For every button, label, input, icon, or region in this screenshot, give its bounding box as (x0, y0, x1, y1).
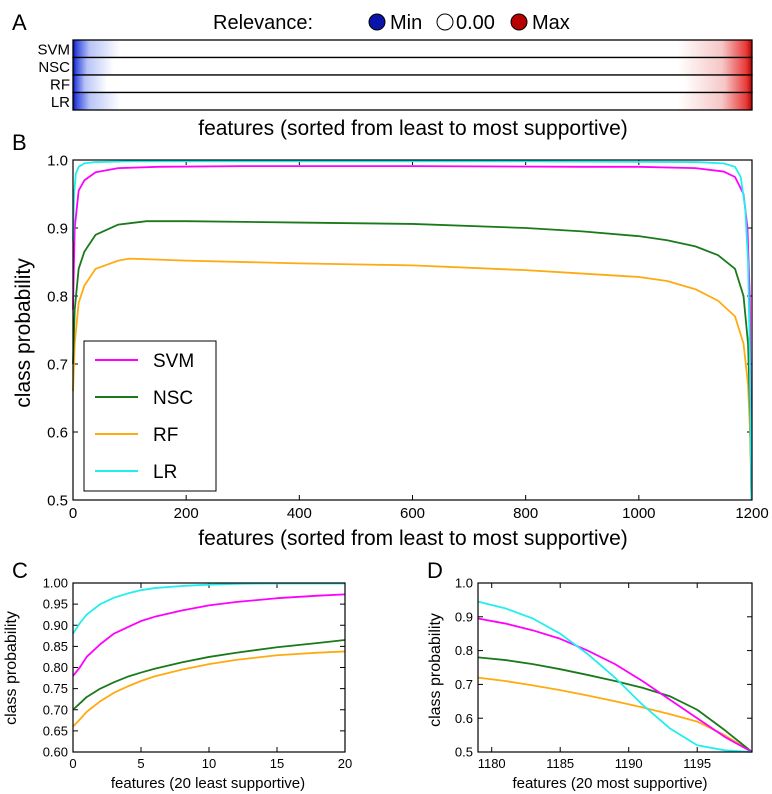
heatmap-row-rf (72, 74, 753, 94)
panel-label-d: D (427, 558, 443, 583)
heatmap-x-label: features (sorted from least to most supp… (198, 117, 628, 140)
chartC-ytick-label: 1.00 (43, 576, 68, 591)
chartB-xtick-label: 200 (174, 505, 199, 522)
chartC-ytick-label: 0.70 (43, 702, 68, 717)
heatmap-row-nsc (72, 56, 753, 76)
chartC-series-svm (72, 593, 346, 677)
chartD-series-rf (477, 676, 753, 753)
chartB-ytick-label: 0.5 (47, 492, 68, 509)
chartB-series-rf (72, 257, 753, 501)
chartC-xtick-label: 0 (69, 756, 76, 771)
legend-min-label: Min (390, 12, 422, 34)
chartB-series-nsc (72, 220, 753, 501)
legend-label-rf: RF (153, 425, 178, 446)
chart-b-y-label: class probability (12, 258, 35, 408)
legend-label-svm: SVM (153, 351, 194, 372)
panel-label-a: A (12, 10, 27, 35)
chartB-xtick-label: 400 (287, 505, 312, 522)
legend-min-marker (368, 13, 386, 31)
chartB-ytick-label: 1.0 (47, 152, 68, 169)
legend-label-lr: LR (153, 462, 177, 483)
legend-max-marker (510, 13, 528, 31)
chartC-frame (72, 582, 346, 753)
heatmap-row-label-svm: SVM (37, 42, 70, 59)
heatmap-row-lr (72, 91, 753, 111)
panel-label-c: C (12, 558, 28, 583)
chart-b: 0 200 400 600 800 1000 1200 0.5 0.6 0.7 0.8 0.9 1.0 (47, 152, 769, 522)
heatmap-row-svm (72, 39, 753, 59)
chartD-ytick-label: 0.5 (455, 745, 473, 760)
chart-c-y-label: class probability (3, 611, 20, 725)
chart-c-x-label: features (20 least supportive) (111, 775, 305, 792)
chartB-series-lr (72, 160, 753, 501)
chartD-series-lr (477, 600, 753, 753)
chartD-xtick-label: 1190 (615, 756, 643, 771)
heatmap-row-label-nsc: NSC (38, 59, 70, 76)
chartC-ytick-label: 0.85 (43, 639, 68, 654)
panel-label-b: B (12, 130, 27, 155)
chartD-xtick-label: 1180 (478, 756, 506, 771)
chartD-ytick-label: 0.6 (455, 711, 473, 726)
chart-d-x-label: features (20 most supportive) (512, 775, 707, 792)
chartC-series-rf (72, 650, 346, 728)
heatmap-row-label-rf: RF (50, 77, 70, 94)
chartC-ytick-label: 0.90 (43, 618, 68, 633)
chartD-ytick-label: 0.9 (455, 609, 473, 624)
chartD-xtick-label: 1195 (683, 756, 711, 771)
chartB-xtick-label: 0 (69, 505, 77, 522)
chartB-ytick-label: 0.6 (47, 424, 68, 441)
legend-zero-label: 0.00 (456, 12, 495, 34)
chartB-ytick-label: 0.8 (47, 288, 68, 305)
chartC-ytick-label: 0.60 (43, 745, 68, 760)
legend-zero-marker (436, 13, 454, 31)
chartB-frame (72, 159, 753, 501)
chartD-ytick-label: 1.0 (455, 576, 473, 591)
chartC-ytick-label: 0.80 (43, 660, 68, 675)
chartC-series-nsc (72, 639, 346, 711)
chartD-series-svm (477, 617, 753, 753)
chartC-ytick-label: 0.65 (43, 723, 68, 738)
chart-b-legend: SVM NSC RF LR (83, 340, 217, 492)
chartB-xtick-label: 800 (513, 505, 538, 522)
chartC-series-lr (72, 582, 345, 635)
chart-c: 0 5 10 15 20 0.60 0.65 0.70 0.75 0.80 0.85 0.90 0.95… (43, 576, 353, 771)
legend-max-label: Max (532, 12, 570, 34)
chartC-xtick-label: 20 (338, 756, 352, 771)
chartC-xtick-label: 15 (270, 756, 284, 771)
chart-d: 1180 1185 1190 1195 0.5 0.6 0.7 0.8 0.9 1.0 (455, 576, 753, 771)
chartD-ytick-label: 0.8 (455, 643, 473, 658)
chartC-ytick-label: 0.95 (43, 597, 68, 612)
chartD-series-nsc (477, 656, 753, 753)
chartB-xtick-label: 600 (400, 505, 425, 522)
chartD-frame (477, 582, 753, 753)
chartB-xtick-label: 1200 (735, 505, 768, 522)
chartC-xtick-label: 10 (202, 756, 216, 771)
chartC-xtick-label: 5 (137, 756, 144, 771)
legend-label-nsc: NSC (153, 388, 193, 409)
chart-d-y-label: class probability (427, 613, 444, 727)
chartD-ytick-label: 0.7 (455, 677, 473, 692)
chartB-xtick-label: 1000 (622, 505, 655, 522)
heatmap-row-label-lr: LR (51, 94, 70, 111)
chartD-xtick-label: 1185 (546, 756, 574, 771)
chartB-ytick-label: 0.9 (47, 220, 68, 237)
chartC-ytick-label: 0.75 (43, 681, 68, 696)
relevance-legend-title: Relevance: (213, 12, 313, 34)
chartB-ytick-label: 0.7 (47, 356, 68, 373)
chart-b-x-label: features (sorted from least to most supp… (198, 527, 628, 550)
